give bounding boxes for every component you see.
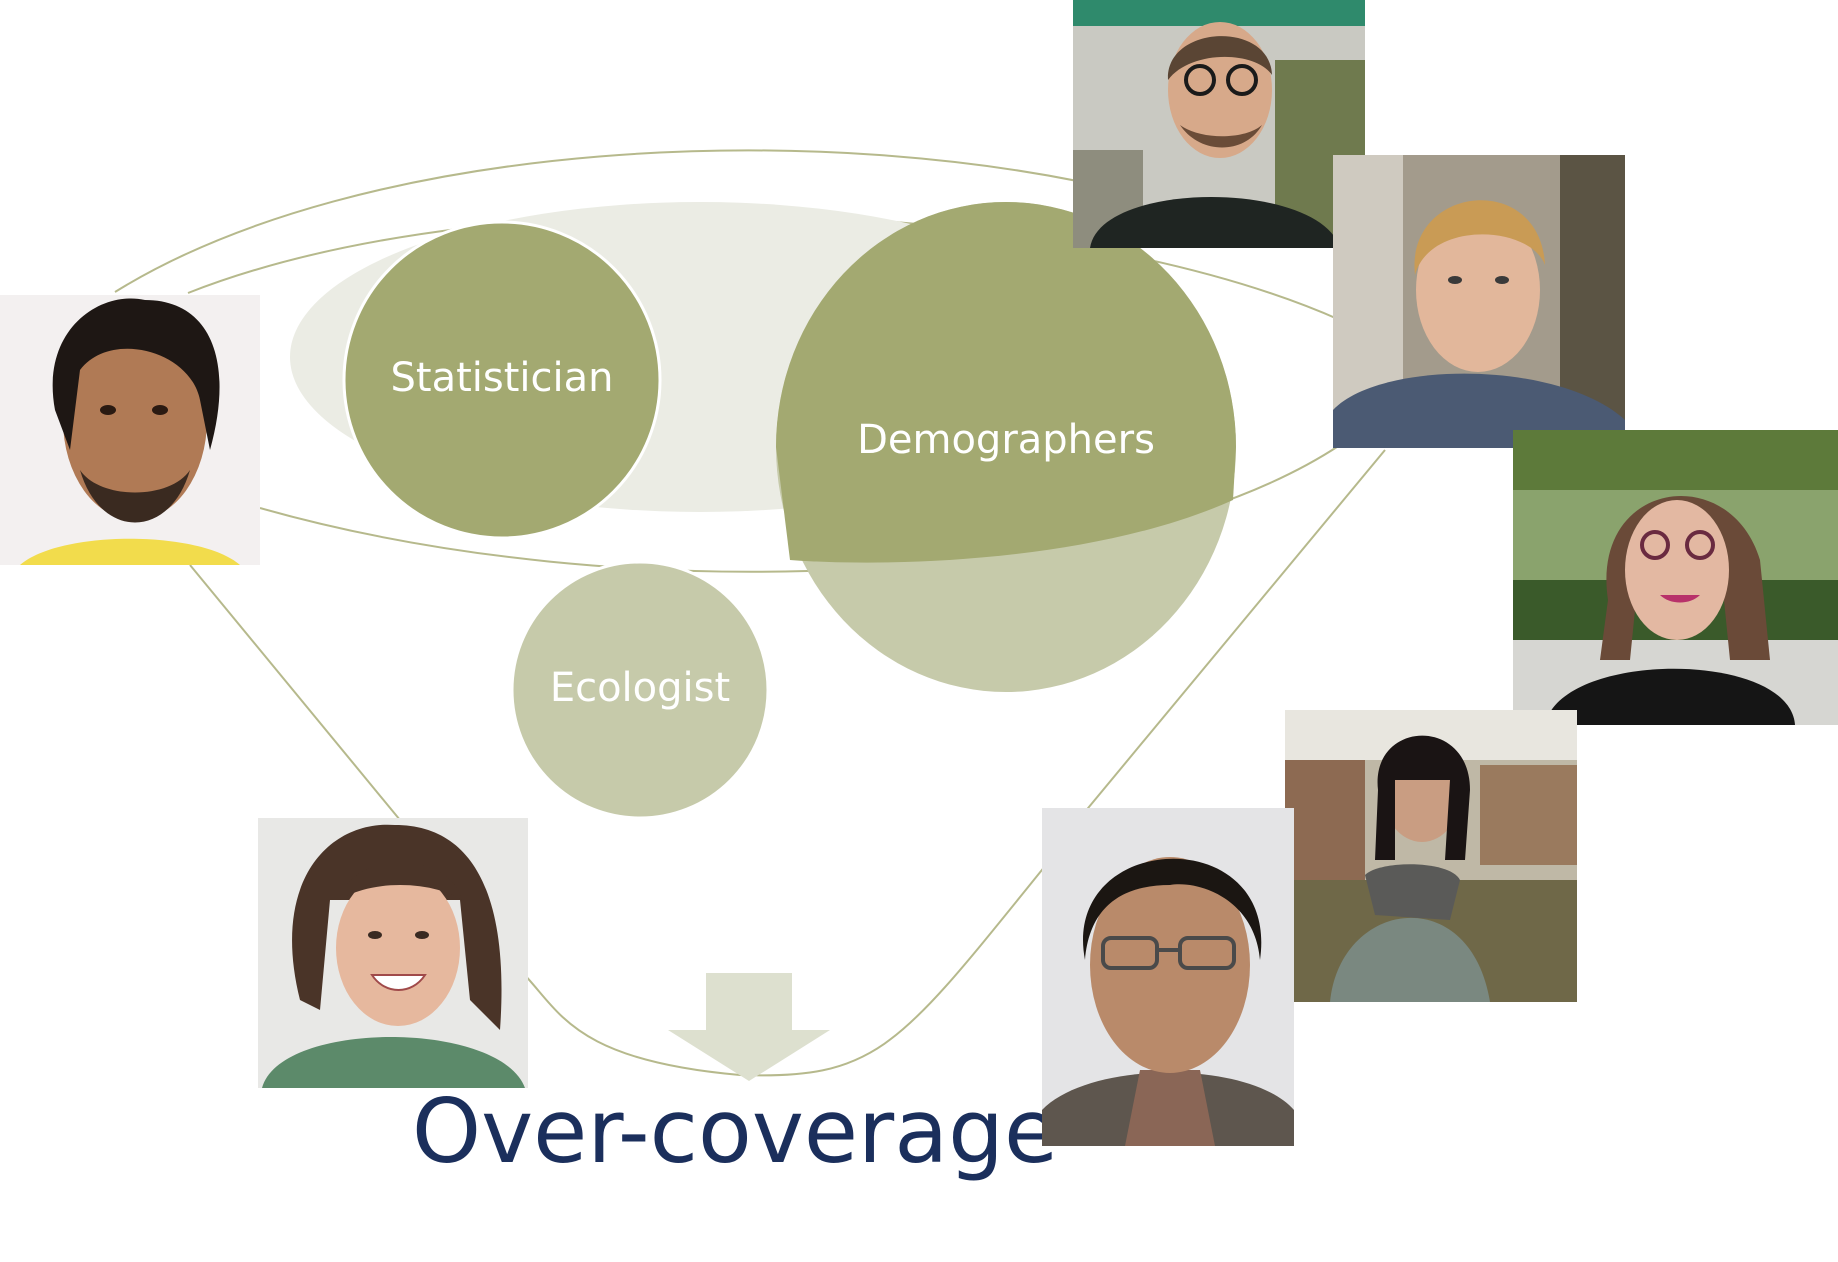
person-photo-man-blond-icon <box>1333 155 1625 448</box>
person-photo-man-curly-icon <box>1042 808 1294 1146</box>
person-photo-man-glasses-icon <box>1073 0 1365 248</box>
person-photo-man-dreadlocks-icon <box>0 295 260 565</box>
statistician-circle <box>342 220 662 540</box>
person-photo-woman-smiling-icon <box>258 818 528 1088</box>
person-photo-woman-glasses-icon <box>1513 430 1838 725</box>
funnel-right-line <box>1044 449 1386 861</box>
funnel-bottom-bowl <box>519 859 1051 1077</box>
page-title: Over-coverage <box>412 1080 1058 1183</box>
ecologist-label: Ecologist <box>550 665 730 711</box>
down-arrow-icon <box>668 973 830 1081</box>
person-photo-woman-scarf-icon <box>1285 710 1577 1002</box>
statistician-label: Statistician <box>391 355 614 401</box>
ecologist-circle <box>510 560 770 820</box>
funnel-left-line <box>189 564 401 821</box>
funnel-outer-curve <box>114 149 1141 293</box>
demographers-label: Demographers <box>857 417 1155 463</box>
demographers-circle-upper <box>776 202 1236 563</box>
